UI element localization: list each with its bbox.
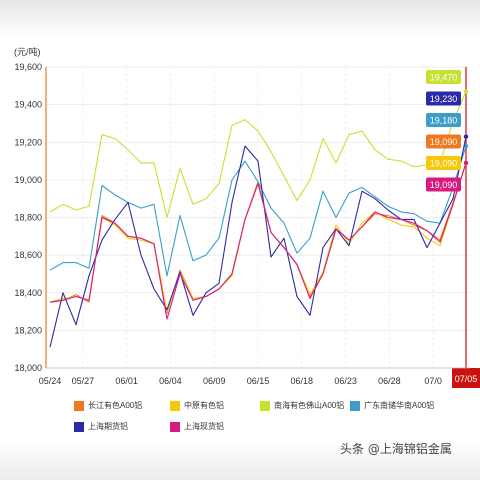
y-tick-label: 18,600: [14, 250, 42, 260]
series-end-point-4: [463, 134, 469, 139]
legend-label: 中原有色铝: [184, 401, 224, 410]
legend-item[interactable]: 广东南储华南A00铝: [350, 400, 460, 411]
y-tick-label: 18,800: [14, 213, 42, 223]
legend: 长江有色A00铝 中原有色铝 南海有色佛山A00铝 广东南储华南A00铝上海期货铝 上海…: [74, 400, 474, 432]
value-tag: [426, 91, 461, 106]
watermark: 头条 @上海锦铝金属: [340, 442, 452, 456]
y-tick-label: 19,000: [14, 175, 42, 185]
value-tag: [426, 177, 461, 192]
legend-label: 广东南储华南A00铝: [364, 401, 435, 410]
y-tick-label: 18,000: [14, 363, 42, 373]
legend-swatch: [170, 400, 180, 411]
legend-item[interactable]: 长江有色A00铝: [74, 400, 170, 411]
value-tag: [426, 156, 461, 170]
x-tick-label-highlight: 07/05: [455, 374, 478, 384]
legend-label: 上海期货铝: [88, 422, 128, 431]
legend-item[interactable]: 南海有色佛山A00铝: [260, 400, 350, 411]
x-tick-label: 06/28: [378, 376, 401, 386]
legend-label: 南海有色佛山A00铝: [274, 401, 345, 410]
top-shade: [0, 0, 480, 38]
legend-swatch: [350, 400, 360, 411]
x-tick-label: 06/01: [115, 376, 138, 386]
x-tick-label: 05/27: [72, 376, 95, 386]
value-tag: [426, 70, 461, 84]
series-line-4: [49, 136, 467, 348]
y-tick-label: 19,200: [14, 137, 42, 147]
series-end-point-3: [463, 143, 469, 149]
series-line-3: [49, 145, 467, 277]
y-tick-label: 19,400: [14, 100, 42, 110]
y-tick-label: 18,400: [14, 288, 42, 298]
x-tick-label: 06/18: [291, 376, 314, 386]
x-tick-label: 06/15: [247, 376, 270, 386]
legend-swatch: [74, 400, 84, 411]
legend-item[interactable]: 上海期货铝: [74, 421, 170, 432]
legend-label: 上海现货铝: [184, 422, 224, 431]
value-tag-label: 19,180: [430, 116, 458, 126]
legend-label: 长江有色A00铝: [88, 401, 143, 410]
value-tag: [426, 113, 461, 127]
x-tick-label: 06/09: [203, 376, 226, 386]
value-tag: [426, 134, 461, 149]
x-tick-label: 06/23: [334, 376, 357, 386]
legend-item[interactable]: 中原有色铝: [170, 400, 260, 411]
series-line-2: [49, 91, 467, 219]
legend-item[interactable]: 上海现货铝: [170, 421, 260, 432]
value-tag-label: 19,470: [430, 73, 458, 83]
value-tag-label: 19,230: [430, 94, 458, 104]
value-tag-label: 19,090: [430, 159, 458, 169]
series-end-point-2: [463, 89, 469, 94]
y-tick-label: 18,200: [14, 325, 42, 335]
highlight-date-box: [452, 368, 480, 388]
x-tick-label: 05/24: [39, 376, 62, 386]
legend-swatch: [74, 421, 84, 432]
value-tag-label: 19,090: [430, 137, 458, 147]
x-tick-label: 06/04: [159, 376, 182, 386]
y-unit-label: (元/吨): [14, 46, 41, 57]
legend-swatch: [260, 400, 270, 411]
series-line-5: [49, 162, 467, 320]
y-tick-label: 19,600: [14, 62, 42, 72]
value-tag-label: 19,090: [430, 180, 458, 190]
bottom-shade: [0, 440, 480, 480]
x-tick-label: 07/0: [424, 376, 442, 386]
legend-swatch: [170, 421, 180, 432]
series-end-point-5: [463, 160, 469, 166]
